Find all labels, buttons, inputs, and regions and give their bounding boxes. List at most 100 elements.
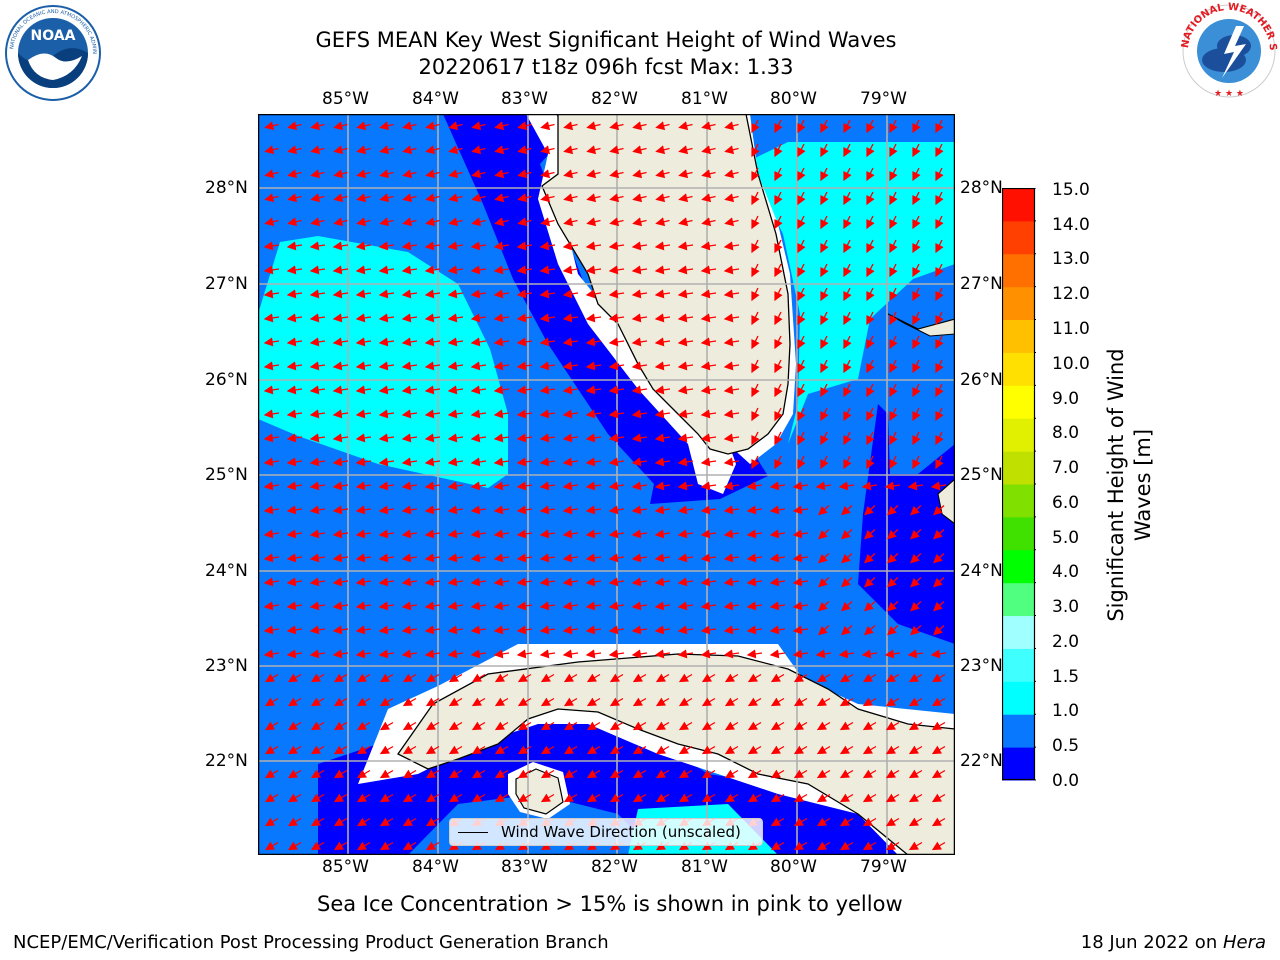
wave-direction-arrow <box>889 431 898 446</box>
wave-direction-arrow <box>355 361 372 371</box>
wave-direction-arrow <box>355 385 372 395</box>
wave-direction-arrow <box>424 241 441 251</box>
wave-direction-arrow <box>843 191 852 206</box>
wave-direction-arrow <box>471 745 486 755</box>
wave-direction-arrow <box>724 697 739 707</box>
wave-direction-arrow <box>424 337 441 347</box>
wave-direction-arrow <box>471 121 486 131</box>
graticule <box>258 114 955 855</box>
wave-direction-arrow <box>723 433 740 443</box>
wave-direction-arrow <box>310 121 325 131</box>
wave-direction-arrow <box>792 577 809 587</box>
wave-direction-arrow <box>333 697 348 707</box>
wave-direction-arrow <box>770 673 785 683</box>
wave-direction-arrow <box>539 265 556 275</box>
wave-direction-arrow <box>517 793 532 803</box>
wave-direction-arrow <box>723 553 740 563</box>
wave-direction-arrow <box>912 191 921 206</box>
wave-direction-arrow <box>539 553 556 563</box>
wave-direction-arrow <box>516 385 533 395</box>
wave-direction-arrow <box>751 287 760 302</box>
wave-direction-arrow <box>263 265 280 275</box>
colorbar-tick: 1.0 <box>1052 701 1080 721</box>
wave-direction-arrow <box>448 721 463 731</box>
wave-direction-arrow <box>470 385 487 395</box>
wave-direction-arrow <box>866 215 875 230</box>
wave-direction-arrow <box>723 481 740 491</box>
wave-direction-arrow <box>609 745 624 755</box>
wave-direction-arrow <box>563 769 578 779</box>
wave-direction-arrow <box>263 481 280 491</box>
wave-direction-arrow <box>470 625 487 635</box>
wave-direction-arrow <box>401 481 418 491</box>
colorbar-segment <box>1002 352 1035 386</box>
wave-direction-arrow <box>378 241 395 251</box>
wave-direction-arrow <box>263 433 280 443</box>
wave-direction-arrow <box>631 457 648 467</box>
wave-direction-arrow <box>447 529 464 539</box>
wave-direction-arrow <box>379 745 394 755</box>
wave-height-map <box>258 114 955 855</box>
wave-direction-arrow <box>701 121 716 131</box>
colorbar-segment <box>1002 615 1035 649</box>
wave-direction-arrow <box>908 769 923 779</box>
wave-direction-arrow <box>816 697 831 707</box>
wave-direction-arrow <box>310 721 325 731</box>
wave-direction-arrow <box>333 841 348 851</box>
wave-direction-arrow <box>586 745 601 755</box>
wave-direction-arrow <box>933 505 945 516</box>
wave-direction-arrow <box>677 553 694 563</box>
wave-direction-arrow <box>332 529 349 539</box>
wave-direction-arrow <box>843 431 852 446</box>
wave-direction-arrow <box>889 407 898 422</box>
wave-direction-arrow <box>332 481 349 491</box>
wave-direction-arrow <box>608 433 625 443</box>
wave-direction-arrow <box>793 673 808 683</box>
wave-direction-arrow <box>263 505 280 515</box>
wave-direction-arrow <box>425 721 440 731</box>
wave-direction-arrow <box>861 481 878 491</box>
wave-direction-arrow <box>655 745 670 755</box>
wave-direction-arrow <box>908 673 923 683</box>
wave-direction-arrow <box>724 793 739 803</box>
wave-direction-arrow <box>935 191 944 206</box>
wave-direction-arrow <box>678 697 693 707</box>
wave-direction-arrow <box>632 793 647 803</box>
wave-direction-arrow <box>493 481 510 491</box>
wave-direction-arrow <box>838 481 855 491</box>
wave-direction-arrow <box>608 577 625 587</box>
wave-direction-arrow <box>286 577 303 587</box>
wave-direction-arrow <box>539 649 556 659</box>
wave-direction-arrow <box>935 143 944 158</box>
wave-direction-arrow <box>471 217 486 227</box>
wave-direction-arrow <box>286 409 303 419</box>
wave-direction-arrow <box>401 457 418 467</box>
wave-direction-arrow <box>263 457 280 467</box>
wave-direction-arrow <box>632 673 647 683</box>
wave-direction-arrow <box>539 457 556 467</box>
wave-direction-arrow <box>677 265 694 275</box>
wave-direction-arrow <box>631 505 648 515</box>
wave-direction-arrow <box>470 433 487 443</box>
wave-direction-arrow <box>263 601 280 611</box>
wave-direction-arrow <box>700 577 717 587</box>
wave-direction-arrow <box>540 793 555 803</box>
wave-direction-arrow <box>700 553 717 563</box>
wave-direction-arrow <box>286 385 303 395</box>
wave-direction-arrow <box>631 433 648 443</box>
wave-direction-arrow <box>841 601 853 612</box>
wave-direction-arrow <box>723 265 740 275</box>
wave-direction-arrow <box>866 239 875 254</box>
wave-direction-arrow <box>286 529 303 539</box>
wave-direction-arrow <box>889 383 898 398</box>
wave-direction-arrow <box>310 769 325 779</box>
footer-date-text: 18 Jun 2022 on <box>1080 932 1223 953</box>
wave-direction-arrow <box>632 145 647 155</box>
wave-direction-arrow <box>931 817 946 827</box>
wave-direction-arrow <box>769 553 786 563</box>
wave-direction-arrow <box>677 289 694 299</box>
wave-direction-arrow <box>494 217 509 227</box>
wave-direction-arrow <box>770 697 785 707</box>
wave-direction-arrow <box>887 601 899 612</box>
wave-direction-arrow <box>310 145 325 155</box>
